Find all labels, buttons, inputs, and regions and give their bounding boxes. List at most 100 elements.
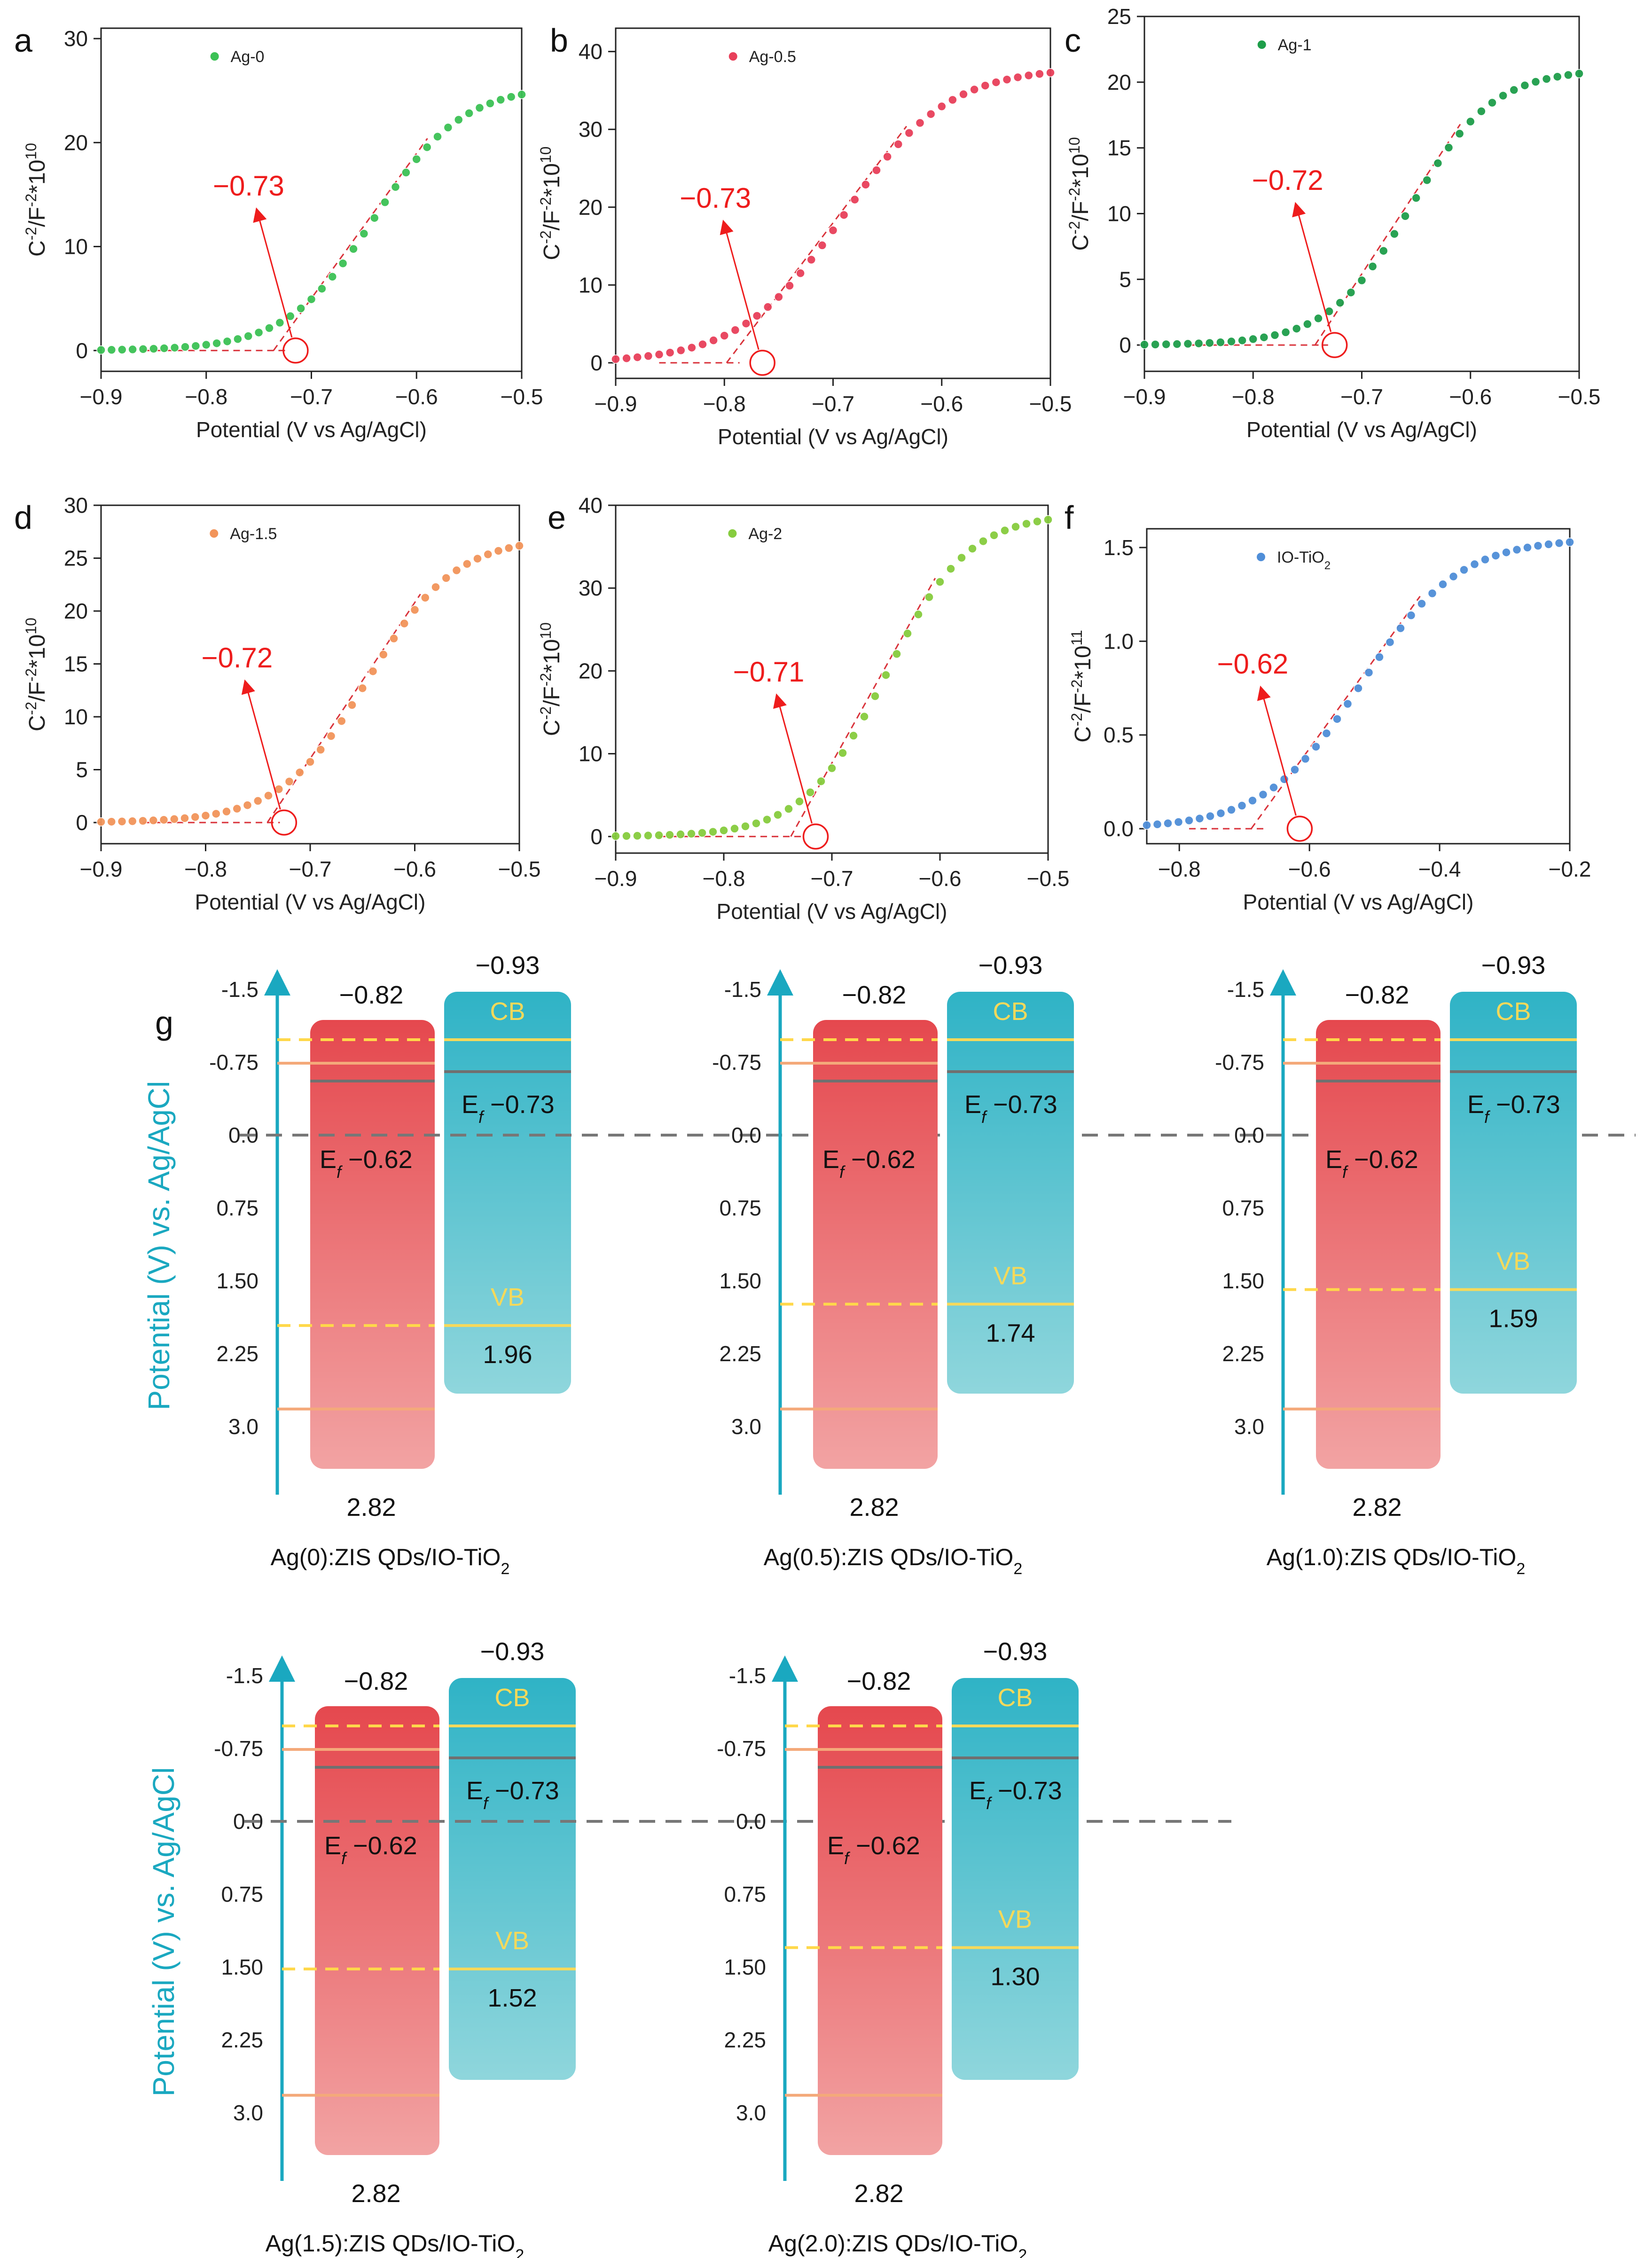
y-tick-label: 20 — [1107, 70, 1131, 94]
y-tick-label: 0 — [590, 351, 603, 375]
zis-vb-value: 2.82 — [351, 2180, 400, 2208]
y-tick-label: 0 — [76, 810, 88, 835]
x-tick-label: −0.9 — [595, 392, 637, 416]
data-point — [128, 816, 137, 826]
data-point — [1227, 805, 1236, 815]
legend-marker — [1257, 40, 1266, 49]
data-point — [687, 343, 697, 353]
data-point — [326, 731, 336, 741]
vb-label: VB — [994, 1262, 1027, 1290]
y-tick-label: 10 — [64, 705, 88, 729]
data-point — [504, 543, 514, 553]
y-tick-label: 30 — [579, 117, 603, 141]
data-point — [473, 554, 482, 564]
y-tick-label: 20 — [64, 599, 88, 623]
panel-e: e −0.9 −0.8 −0.7 −0.6 −0.5 0 10 20 30 40 Potential … — [537, 493, 1069, 924]
band-tick-label: -1.5 — [221, 977, 258, 1002]
data-point — [1161, 339, 1171, 349]
intercept-annotation: −0.73 — [213, 170, 284, 202]
band-tick-label: -0.75 — [1215, 1050, 1264, 1074]
data-point — [839, 210, 849, 220]
data-point — [881, 670, 891, 680]
data-point — [1390, 229, 1399, 239]
data-point — [1433, 158, 1443, 168]
intercept-circle — [1321, 332, 1348, 358]
sample-label: Ag(0.5):ZIS QDs/IO-TiO2 — [764, 1544, 1022, 1578]
x-tick-label: −0.8 — [1158, 857, 1201, 881]
data-point — [431, 582, 440, 592]
data-point — [935, 577, 945, 587]
vb-label: VB — [998, 1905, 1032, 1934]
data-point — [107, 345, 117, 355]
data-point — [347, 700, 357, 710]
data-point — [1444, 143, 1454, 152]
data-point — [730, 824, 739, 833]
data-point — [170, 343, 180, 353]
y-tick-label: 20 — [64, 130, 88, 155]
band-tick-label: -1.5 — [724, 977, 761, 1002]
data-point — [1533, 541, 1543, 550]
band-tick-label: 1.50 — [724, 1955, 766, 1979]
data-point — [1422, 175, 1432, 185]
data-point — [412, 154, 421, 164]
data-point — [149, 815, 158, 825]
data-point — [806, 788, 815, 797]
data-point — [1195, 814, 1205, 823]
zis-band-block — [813, 1020, 938, 1469]
data-point — [1417, 599, 1426, 609]
tio2-band-block — [444, 992, 571, 1394]
x-tick-label: −0.7 — [812, 392, 854, 416]
band-axis-title: Potential (V) vs. Ag/AgCl — [142, 1081, 176, 1411]
data-point — [1194, 338, 1204, 348]
data-point — [222, 337, 232, 346]
band-tick-label: 3.0 — [233, 2101, 263, 2125]
data-point — [827, 763, 837, 773]
y-tick-label: 0.5 — [1104, 723, 1134, 747]
data-point — [1375, 652, 1384, 662]
data-point — [1281, 328, 1291, 337]
data-point — [222, 807, 231, 816]
x-axis-label: Potential (V vs Ag/AgCl) — [1243, 890, 1474, 914]
x-tick-label: −0.9 — [80, 857, 123, 881]
data-point — [741, 319, 751, 328]
data-point — [410, 605, 420, 615]
tio2-cb-value: −0.93 — [480, 1638, 545, 1666]
band-tick-label: 0.75 — [221, 1882, 263, 1906]
y-tick-label: 5 — [1119, 267, 1131, 291]
data-point — [1411, 193, 1421, 203]
data-point — [517, 90, 526, 99]
data-point — [1480, 555, 1490, 564]
data-point — [937, 102, 947, 111]
tio2-band-block — [952, 1678, 1079, 2080]
band-axis-title: Potential (V) vs. Ag/AgCl — [147, 1767, 180, 2097]
data-point — [676, 830, 685, 839]
data-point — [1022, 519, 1031, 529]
data-point — [979, 536, 988, 546]
panel-letter: d — [14, 499, 32, 536]
data-point — [1002, 75, 1012, 85]
data-point — [421, 593, 430, 603]
band-diagram-panels: -1.5 -0.75 0.0 0.75 1.50 2.25 3.0 Potential (V)… — [142, 951, 1636, 2258]
data-point — [422, 142, 432, 152]
data-point — [338, 259, 348, 268]
data-point — [850, 195, 860, 204]
data-point — [1033, 517, 1042, 526]
x-tick-label: −0.2 — [1549, 857, 1591, 881]
y-axis-label: C-2/F-2*1010 — [537, 147, 564, 260]
data-point — [816, 776, 826, 786]
data-point — [1248, 796, 1257, 806]
data-point — [496, 95, 505, 105]
vb-label: VB — [495, 1927, 529, 1955]
band-tick-label: -0.75 — [214, 1736, 263, 1761]
y-tick-label: 10 — [64, 235, 88, 259]
panel-d: d −0.9 −0.8 −0.7 −0.6 −0.5 0 5 10 15 20 25 30 Potenti… — [14, 493, 540, 914]
data-point — [433, 132, 442, 141]
data-point — [1531, 77, 1541, 86]
cb-label: CB — [993, 997, 1028, 1026]
x-tick-label: −0.9 — [1123, 384, 1166, 409]
intercept-circle — [1286, 815, 1313, 842]
data-point — [1000, 525, 1010, 535]
data-point — [389, 634, 399, 643]
data-point — [328, 272, 337, 282]
